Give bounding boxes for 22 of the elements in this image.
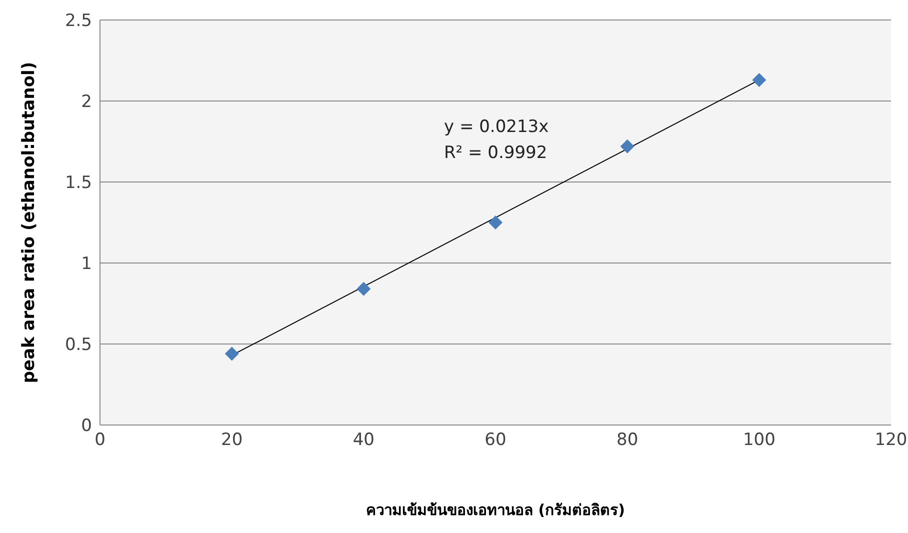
point bbox=[224, 346, 239, 361]
point bbox=[620, 139, 634, 154]
y-tick-label: 0 bbox=[81, 416, 92, 436]
point bbox=[488, 216, 502, 230]
x-tick-label: 60 bbox=[484, 430, 506, 450]
annotation: R² = 0.9992 bbox=[444, 142, 548, 165]
y-tick-label: 0.5 bbox=[64, 335, 92, 356]
point bbox=[356, 282, 371, 296]
x-tick-label: 0 bbox=[94, 430, 106, 450]
x-tick-label: 100 bbox=[742, 430, 776, 450]
x-tick-label: 80 bbox=[616, 430, 638, 450]
x-tick-label: 120 bbox=[874, 430, 908, 450]
y-tick-label: 2 bbox=[81, 92, 92, 112]
x-tick-label: 20 bbox=[221, 430, 243, 450]
annotation: y = 0.0213x bbox=[444, 116, 549, 139]
point bbox=[752, 72, 766, 87]
y-tick-label: 1.5 bbox=[64, 173, 92, 194]
y-tick-label: 2.5 bbox=[64, 11, 92, 32]
y-axis-title: peak area ratio (ethanol:butanol) bbox=[19, 62, 40, 384]
x-axis-title: ความเข้มข้นของเอทานอล (กรัมต่อลิตร) bbox=[366, 501, 625, 519]
x-tick-label: 40 bbox=[352, 430, 374, 450]
y-tick-label: 1 bbox=[81, 254, 92, 274]
